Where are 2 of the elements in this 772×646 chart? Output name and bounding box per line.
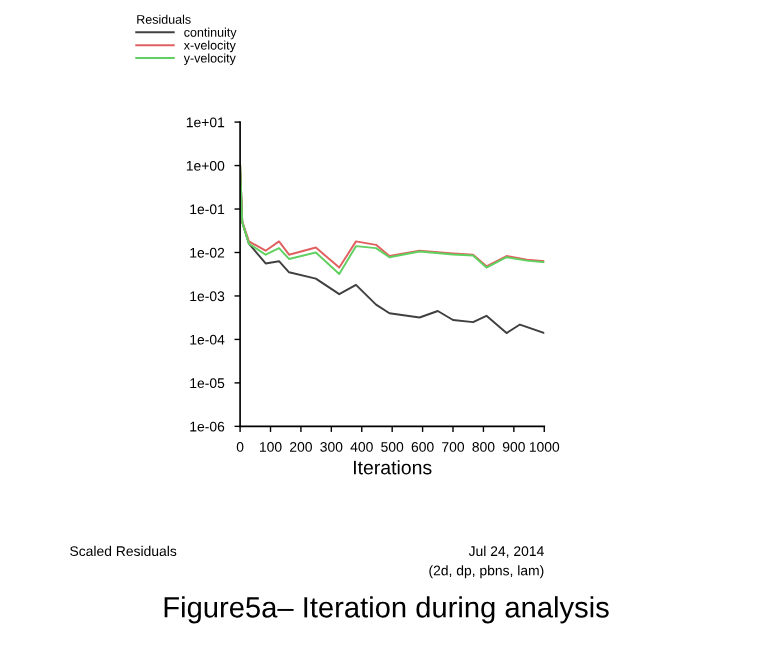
caption: Figure5a– Iteration during analysis xyxy=(164,596,609,624)
x-axis-title: Iterations xyxy=(353,460,432,475)
